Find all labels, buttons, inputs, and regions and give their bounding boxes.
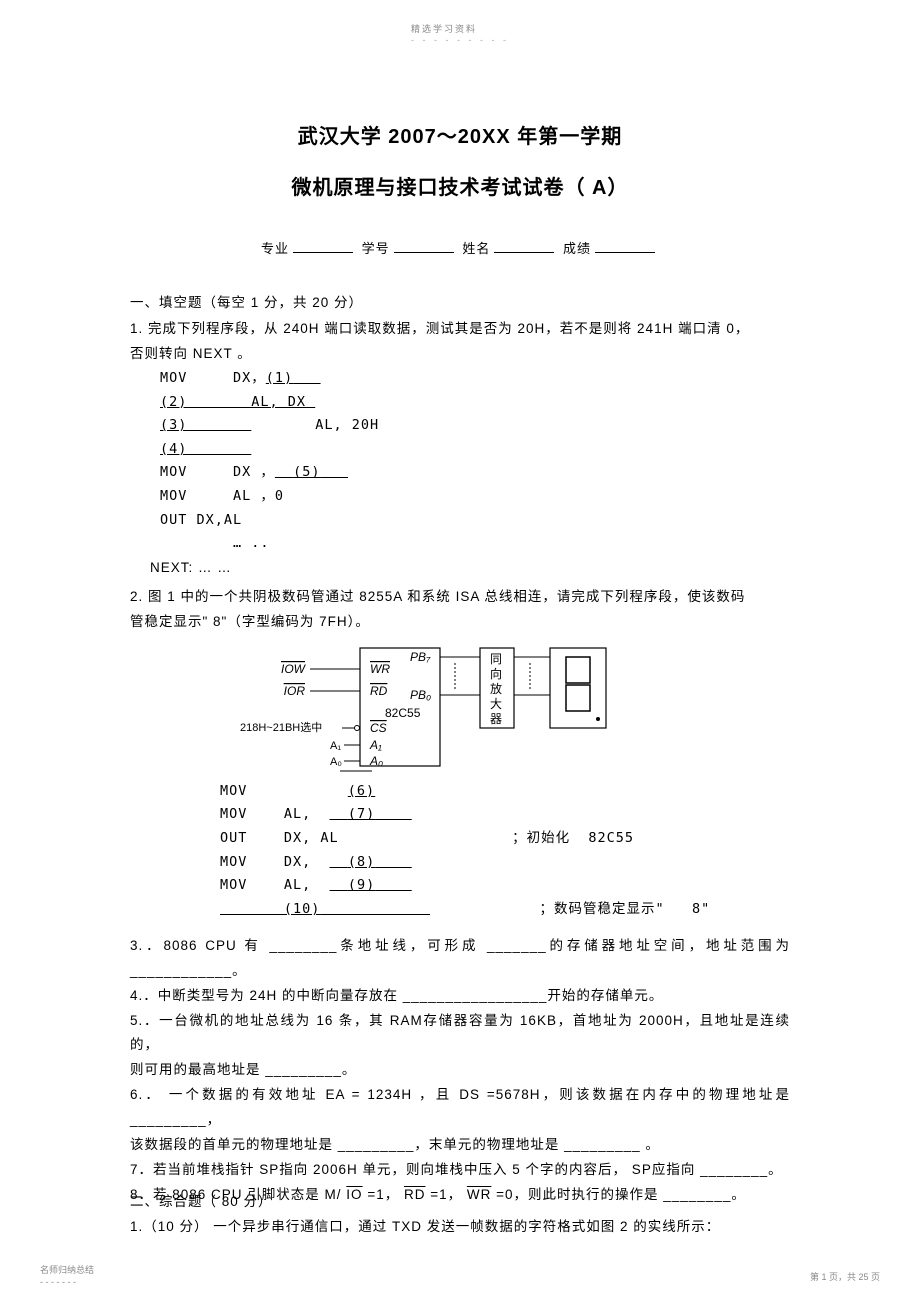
- svg-text:PB₇: PB₇: [410, 650, 431, 664]
- q4: 4.．中断类型号为 24H 的中断向量存放在 _________________…: [130, 984, 790, 1009]
- section-1-head: 一、填空题（每空 1 分，共 20 分）: [130, 291, 790, 311]
- svg-text:218H~21BH选中: 218H~21BH选中: [240, 721, 322, 734]
- watermark-top: 精选学习资料 - - - - - - - - -: [411, 22, 509, 45]
- svg-text:PB₀: PB₀: [410, 688, 431, 702]
- q5-l1: 5.．一台微机的地址总线为 16 条，其 RAM存储器容量为 16KB，首地址为…: [130, 1009, 790, 1059]
- q3: 3.．8086 CPU 有 ________条地址线，可形成 _______的存…: [130, 934, 790, 984]
- q1-line2: 否则转向 NEXT 。: [130, 342, 790, 367]
- svg-text:器: 器: [490, 712, 502, 726]
- s2-q1: 1.（10 分） 一个异步串行通信口，通过 TXD 发送一帧数据的字符格式如图 …: [130, 1215, 790, 1240]
- label-id: 学号: [362, 241, 390, 256]
- page-content: 武汉大学 2007～20XX 年第一学期 微机原理与接口技术考试试卷（ A） 专…: [130, 120, 790, 1240]
- label-name: 姓名: [462, 241, 490, 256]
- q6-l2: 该数据段的首单元的物理地址是 _________，末单元的物理地址是 _____…: [130, 1133, 790, 1158]
- q5-l2: 则可用的最高地址是 _________。: [130, 1058, 790, 1083]
- svg-text:A₀: A₀: [330, 756, 342, 768]
- q2-line2: 管稳定显示" 8"（字型编码为 7FH）。: [130, 610, 790, 635]
- svg-text:IOR: IOR: [284, 684, 306, 698]
- svg-text:同: 同: [490, 652, 502, 666]
- svg-text:82C55: 82C55: [385, 706, 421, 720]
- q1-line1: 1. 完成下列程序段，从 240H 端口读取数据，测试其是否为 20H，若不是则…: [130, 317, 790, 342]
- q2-line1: 2. 图 1 中的一个共阴极数码管通过 8255A 和系统 ISA 总线相连，请…: [130, 585, 790, 610]
- svg-text:大: 大: [490, 697, 502, 711]
- svg-text:WR: WR: [370, 662, 390, 676]
- watermark-dots: - - - - - - - - -: [411, 35, 509, 45]
- svg-text:A₁: A₁: [369, 738, 382, 752]
- title-line-1: 武汉大学 2007～20XX 年第一学期: [130, 120, 790, 149]
- svg-text:IOW: IOW: [281, 662, 307, 676]
- svg-text:A₁: A₁: [330, 740, 341, 752]
- svg-text:RD: RD: [370, 684, 388, 698]
- student-info-line: 专业 学号 姓名 成绩: [130, 238, 790, 257]
- title-line-2: 微机原理与接口技术考试试卷（ A）: [130, 171, 790, 200]
- footer-right: 第 1 页，共 25 页: [810, 1270, 880, 1283]
- q7: 7．若当前堆栈指针 SP指向 2006H 单元，则向堆栈中压入 5 个字的内容后…: [130, 1158, 790, 1183]
- svg-text:CS: CS: [370, 721, 387, 735]
- code-block-1: MOV DX，(1) (2) AL, DX (3) AL, 20H (4) MO…: [160, 367, 790, 556]
- questions-3-8: 3.．8086 CPU 有 ________条地址线，可形成 _______的存…: [130, 934, 790, 1209]
- svg-text:放: 放: [490, 681, 502, 696]
- q6-l1: 6.． 一个数据的有效地址 EA = 1234H ，且 DS =5678H，则该…: [130, 1083, 790, 1133]
- label-score: 成绩: [563, 241, 591, 256]
- watermark-text: 精选学习资料: [411, 24, 477, 34]
- svg-text:A₀: A₀: [369, 754, 383, 768]
- footer-left: 名师归纳总结 - - - - - - -: [40, 1264, 94, 1289]
- label-major: 专业: [261, 241, 289, 256]
- svg-text:向: 向: [490, 666, 502, 681]
